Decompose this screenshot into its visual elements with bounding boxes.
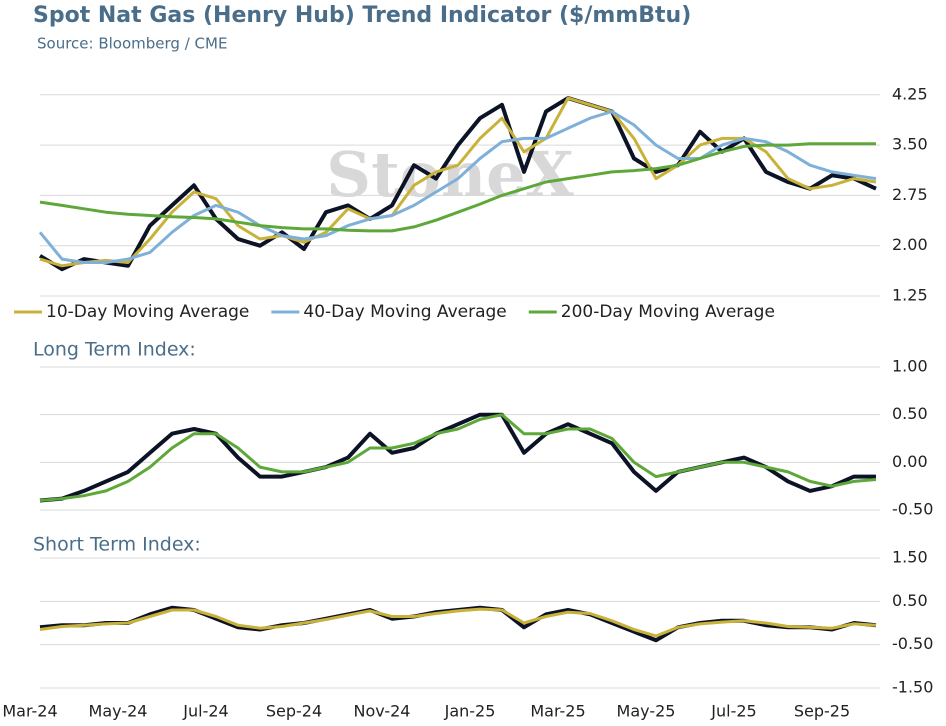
y-tick-label: 1.50 xyxy=(892,548,928,567)
x-tick-label: May-25 xyxy=(617,702,676,721)
series-line xyxy=(38,96,877,272)
series-line xyxy=(39,607,877,638)
panel-title: Long Term Index: xyxy=(33,339,196,361)
y-tick-label: 1.00 xyxy=(892,357,928,376)
series-line xyxy=(39,413,877,502)
y-tick-label: 2.00 xyxy=(892,235,928,254)
series-line xyxy=(39,96,877,268)
y-tick-label: 0.00 xyxy=(892,452,928,471)
series-line xyxy=(39,142,876,233)
legend-label: 40-Day Moving Average xyxy=(303,302,506,322)
y-tick-label: -0.50 xyxy=(892,500,933,519)
y-tick-label: -1.50 xyxy=(892,678,933,697)
x-tick-label: Jan-25 xyxy=(444,702,496,721)
y-tick-label: 4.25 xyxy=(892,84,928,103)
panel-title: Short Term Index: xyxy=(33,534,201,556)
x-tick-label: Jul-25 xyxy=(710,702,756,721)
x-tick-label: Mar-24 xyxy=(2,702,57,721)
chart-subtitle: Source: Bloomberg / CME xyxy=(37,35,227,53)
y-tick-label: 0.50 xyxy=(892,404,928,423)
chart-title: Spot Nat Gas (Henry Hub) Trend Indicator… xyxy=(33,3,691,28)
series-line xyxy=(38,110,877,264)
y-tick-label: 0.50 xyxy=(892,591,928,610)
x-tick-label: May-24 xyxy=(89,702,148,721)
y-tick-label: -0.50 xyxy=(892,634,933,653)
x-tick-label: Jul-24 xyxy=(182,702,228,721)
x-tick-label: Sep-25 xyxy=(794,702,850,721)
x-tick-label: Nov-24 xyxy=(354,702,411,721)
legend-label: 10-Day Moving Average xyxy=(46,302,249,322)
y-tick-label: 3.50 xyxy=(892,135,928,154)
watermark: StoneX xyxy=(326,138,574,211)
x-tick-label: Mar-25 xyxy=(530,702,585,721)
legend-label: 200-Day Moving Average xyxy=(561,302,775,322)
y-tick-label: 1.25 xyxy=(892,286,928,305)
y-tick-label: 2.75 xyxy=(892,185,928,204)
x-tick-label: Sep-24 xyxy=(266,702,322,721)
series-line xyxy=(39,412,876,503)
